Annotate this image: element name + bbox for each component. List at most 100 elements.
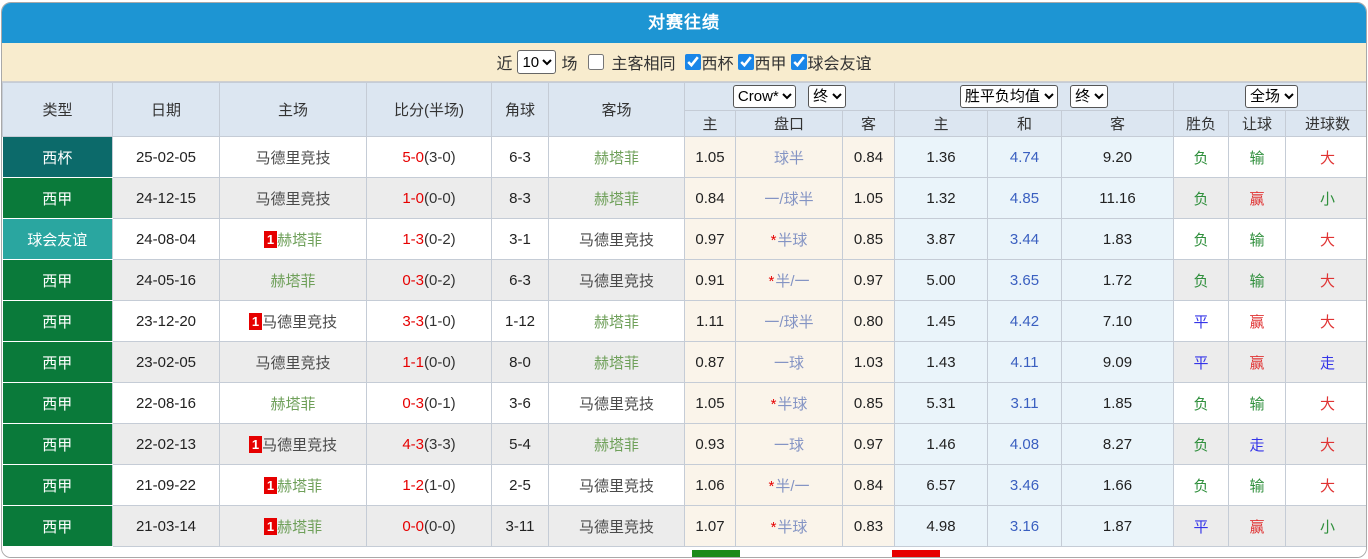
history-table-body: 西杯 25-02-05 马德里竞技 5-0(3-0) 6-3 赫塔菲 1.05 球半 0.84 1… xyxy=(2,136,1366,547)
away-team-name: 赫塔菲 xyxy=(593,436,639,454)
match-count-select[interactable]: 10 xyxy=(517,50,557,74)
away-team-name: 马德里竞技 xyxy=(578,272,654,290)
home-team-cell: 1 马德里竞技 xyxy=(219,423,367,465)
col-header-type: 类型 xyxy=(2,82,113,137)
home-team-name: 马德里竞技 xyxy=(255,190,331,208)
handicap-home-odds-cell: 1.05 xyxy=(684,382,736,424)
rank-badge: 1 xyxy=(248,435,263,453)
league-checkbox-label: 西杯 xyxy=(701,56,734,73)
table-row: 球会友谊 24-08-04 1 赫塔菲 1-3(0-2) 3-1 马德里竞技 0.97 *半球 0… xyxy=(2,218,1366,260)
date-cell: 21-09-22 xyxy=(112,464,220,506)
date-cell: 24-12-15 xyxy=(112,177,220,219)
corners-cell: 3-11 xyxy=(491,505,549,547)
league-checkbox[interactable] xyxy=(684,54,701,70)
away-team-name: 赫塔菲 xyxy=(593,354,639,372)
rank-badge: 1 xyxy=(263,476,278,494)
handicap-star: * xyxy=(768,477,775,495)
handicap-line-text: 半球 xyxy=(777,395,808,413)
home-team-cell: 马德里竞技 xyxy=(219,341,367,383)
home-team-name: 马德里竞技 xyxy=(255,354,331,372)
avg-odds-select[interactable]: 胜平负均值 xyxy=(959,85,1058,108)
table-row: 西甲 23-02-05 马德里竞技 1-1(0-0) 8-0 赫塔菲 0.87 一球 1.03 1… xyxy=(2,341,1366,383)
result-handicap-cell: 赢 xyxy=(1228,177,1287,219)
handicap-away-odds-cell: 0.85 xyxy=(841,382,896,424)
corners-cell: 3-6 xyxy=(491,382,549,424)
avg-away-odds-cell: 1.87 xyxy=(1061,505,1175,547)
avg-home-odds-cell: 1.45 xyxy=(894,300,989,342)
fulltime-score: 4-3 xyxy=(402,435,424,453)
fulltime-score: 5-0 xyxy=(402,148,424,166)
sub-header-handicap-result: 让球 xyxy=(1228,110,1287,137)
avg-draw-odds-cell: 4.11 xyxy=(987,341,1063,383)
home-team-cell: 1 赫塔菲 xyxy=(219,505,367,547)
handicap-line-cell: 一球 xyxy=(735,341,843,383)
handicap-line-cell: *半球 xyxy=(735,382,843,424)
scope-select[interactable]: 全场 xyxy=(1245,85,1299,108)
handicap-star: * xyxy=(770,231,777,249)
league-type-cell: 西杯 xyxy=(2,136,113,178)
near-label: 近 xyxy=(496,56,513,73)
home-team-name: 赫塔菲 xyxy=(277,231,323,249)
result-goals-cell: 大 xyxy=(1285,423,1366,465)
table-row: 西甲 22-08-16 赫塔菲 0-3(0-1) 3-6 马德里竞技 1.05 *半球 0.85… xyxy=(2,382,1366,424)
away-team-name: 赫塔菲 xyxy=(593,313,639,331)
handicap-away-odds-cell: 1.05 xyxy=(841,177,896,219)
avg-away-odds-cell: 1.72 xyxy=(1061,259,1175,301)
away-team-cell: 赫塔菲 xyxy=(548,423,685,465)
same-venue-checkbox[interactable] xyxy=(588,54,605,70)
handicap-selects-cell: Crow* 终 xyxy=(683,82,896,111)
fulltime-score: 1-3 xyxy=(402,230,424,248)
fulltime-score: 1-1 xyxy=(402,353,424,371)
league-checkbox[interactable] xyxy=(737,54,754,70)
col-header-date: 日期 xyxy=(112,82,220,137)
date-cell: 23-12-20 xyxy=(112,300,220,342)
avg-away-odds-cell: 8.27 xyxy=(1061,423,1175,465)
away-team-cell: 马德里竞技 xyxy=(548,382,685,424)
league-type-cell: 西甲 xyxy=(2,505,113,547)
home-team-name: 马德里竞技 xyxy=(262,436,338,454)
handicap-home-odds-cell: 1.11 xyxy=(684,300,736,342)
result-goals-cell: 大 xyxy=(1285,300,1366,342)
handicap-star: * xyxy=(768,272,775,290)
sub-header-goals-result: 进球数 xyxy=(1285,110,1366,137)
home-team-cell: 1 马德里竞技 xyxy=(219,300,367,342)
league-type-cell: 西甲 xyxy=(2,259,113,301)
away-team-name: 马德里竞技 xyxy=(578,518,654,536)
sub-header-avg-draw: 和 xyxy=(987,110,1063,137)
home-team-name: 赫塔菲 xyxy=(277,477,323,495)
avg-draw-odds-cell: 4.85 xyxy=(987,177,1063,219)
handicap-line-cell: 一/球半 xyxy=(735,177,843,219)
home-team-name: 赫塔菲 xyxy=(277,518,323,536)
corners-cell: 5-4 xyxy=(491,423,549,465)
fulltime-score: 1-0 xyxy=(402,189,424,207)
avg-home-odds-cell: 1.43 xyxy=(894,341,989,383)
col-header-score: 比分(半场) xyxy=(366,82,492,137)
handicap-away-odds-cell: 0.83 xyxy=(841,505,896,547)
odds-company-state-select[interactable]: 终 xyxy=(808,85,847,108)
halftime-score: (0-0) xyxy=(424,517,456,535)
handicap-line-text: 一球 xyxy=(773,436,804,454)
handicap-home-odds-cell: 1.07 xyxy=(684,505,736,547)
result-handicap-cell: 输 xyxy=(1228,218,1287,260)
avg-away-odds-cell: 9.09 xyxy=(1061,341,1175,383)
handicap-away-odds-cell: 0.84 xyxy=(841,136,896,178)
league-filter: 西甲 xyxy=(734,50,787,74)
handicap-line-cell: 球半 xyxy=(735,136,843,178)
halftime-score: (0-2) xyxy=(424,230,456,248)
odds-company-select[interactable]: Crow* xyxy=(732,85,796,108)
avg-away-odds-cell: 1.66 xyxy=(1061,464,1175,506)
result-handicap-cell: 赢 xyxy=(1228,505,1287,547)
avg-away-odds-cell: 7.10 xyxy=(1061,300,1175,342)
handicap-line-cell: *半/一 xyxy=(735,464,843,506)
score-cell: 4-3(3-3) xyxy=(366,423,492,465)
away-team-cell: 赫塔菲 xyxy=(548,341,685,383)
corners-cell: 8-0 xyxy=(491,341,549,383)
league-type-cell: 球会友谊 xyxy=(2,218,113,260)
home-team-cell: 赫塔菲 xyxy=(219,259,367,301)
away-team-name: 赫塔菲 xyxy=(593,149,639,167)
league-checkbox[interactable] xyxy=(790,54,807,70)
handicap-home-odds-cell: 0.93 xyxy=(684,423,736,465)
avg-odds-state-select[interactable]: 终 xyxy=(1070,85,1109,108)
away-team-cell: 马德里竞技 xyxy=(548,218,685,260)
